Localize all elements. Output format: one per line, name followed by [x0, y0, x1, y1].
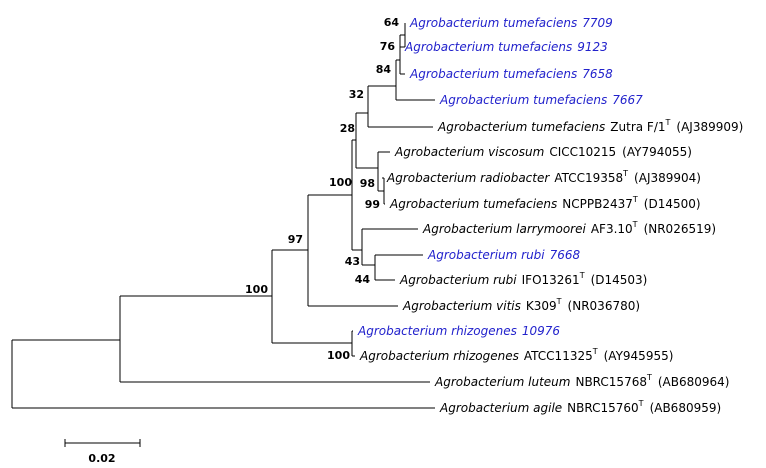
- bootstrap-value: 100: [329, 176, 352, 189]
- strain: AF3.10: [591, 222, 633, 236]
- bootstrap-value: 32: [349, 88, 364, 101]
- strain: Zutra F/1: [610, 120, 665, 134]
- leaf-label: Agrobacterium tumefaciens 7709: [409, 16, 613, 30]
- type-strain-mark: T: [638, 399, 644, 408]
- type-strain-mark: T: [646, 373, 652, 382]
- strain: 9123: [577, 40, 608, 54]
- species-name: Agrobacterium rubi: [427, 248, 545, 262]
- type-strain-mark: T: [632, 195, 638, 204]
- leaf-label: Agrobacterium radiobacter ATCC19358T (AJ38…: [386, 169, 701, 185]
- leaf-label: Agrobacterium tumefaciens 7658: [409, 67, 613, 81]
- strain: ATCC19358: [554, 171, 623, 185]
- leaf-label: Agrobacterium tumefaciens NCPPB2437T (D145…: [389, 195, 701, 211]
- accession: (AJ389904): [634, 171, 701, 185]
- accession: (AY945955): [604, 349, 674, 363]
- species-name: Agrobacterium rhizogenes: [359, 349, 519, 363]
- species-name: Agrobacterium tumefaciens: [389, 197, 557, 211]
- strain: ATCC11325: [524, 349, 593, 363]
- leaf-label: Agrobacterium larrymoorei AF3.10T (NR02651…: [422, 220, 716, 236]
- strain: 7667: [612, 93, 643, 107]
- leaf-label: Agrobacterium rubi IFO13261T (D14503): [399, 271, 647, 287]
- type-strain-mark: T: [592, 347, 598, 356]
- bootstrap-value: 64: [384, 16, 400, 29]
- species-name: Agrobacterium tumefaciens: [409, 67, 577, 81]
- strain: 7658: [582, 67, 613, 81]
- species-name: Agrobacterium radiobacter: [386, 171, 550, 185]
- species-name: Agrobacterium rubi: [399, 273, 517, 287]
- leaf-label: Agrobacterium luteum NBRC15768T (AB680964): [434, 373, 730, 389]
- leaf-label: Agrobacterium rhizogenes ATCC11325T (AY945…: [359, 347, 673, 363]
- species-name: Agrobacterium larrymoorei: [422, 222, 586, 236]
- leaf-label: Agrobacterium rubi 7668: [427, 248, 581, 262]
- leaf-label: Agrobacterium rhizogenes 10976: [357, 324, 560, 338]
- type-strain-mark: T: [579, 271, 585, 280]
- bootstrap-value: 44: [355, 273, 371, 286]
- species-name: Agrobacterium tumefaciens: [439, 93, 607, 107]
- species-name: Agrobacterium vitis: [402, 299, 521, 313]
- accession: (AJ389909): [676, 120, 743, 134]
- bootstrap-value: 76: [380, 40, 396, 53]
- bootstrap-value: 100: [327, 349, 350, 362]
- type-strain-mark: T: [622, 169, 628, 178]
- species-name: Agrobacterium tumefaciens: [437, 120, 605, 134]
- species-name: Agrobacterium viscosum: [394, 145, 544, 159]
- strain: NBRC15768: [575, 375, 647, 389]
- type-strain-mark: T: [632, 220, 638, 229]
- leaf-label: Agrobacterium agile NBRC15760T (AB680959): [439, 399, 721, 415]
- leaf-label: Agrobacterium vitis K309T (NR036780): [402, 297, 640, 313]
- accession: (AB680964): [658, 375, 730, 389]
- leaf-label: Agrobacterium tumefaciens Zutra F/1T (AJ38…: [437, 118, 743, 134]
- species-name: Agrobacterium tumefaciens: [409, 16, 577, 30]
- accession: (NR026519): [644, 222, 717, 236]
- strain: CICC10215: [549, 145, 616, 159]
- strain: NCPPB2437: [562, 197, 633, 211]
- strain: 7668: [550, 248, 581, 262]
- bootstrap-value: 97: [288, 233, 303, 246]
- scale-bar-label: 0.02: [88, 452, 115, 465]
- accession: (AY794055): [622, 145, 692, 159]
- accession: (D14500): [644, 197, 701, 211]
- bootstrap-value: 84: [376, 63, 392, 76]
- leaf-label: Agrobacterium viscosum CICC10215 (AY794055…: [394, 145, 692, 159]
- leaf-label: Agrobacterium tumefaciens 9123: [404, 40, 608, 54]
- type-strain-mark: T: [665, 118, 671, 127]
- species-name: Agrobacterium luteum: [434, 375, 570, 389]
- bootstrap-value: 100: [245, 283, 268, 296]
- accession: (D14503): [591, 273, 648, 287]
- bootstrap-value: 43: [345, 255, 360, 268]
- species-name: Agrobacterium tumefaciens: [404, 40, 572, 54]
- accession: (NR036780): [568, 299, 641, 313]
- leaf-label: Agrobacterium tumefaciens 7667: [439, 93, 643, 107]
- strain: 7709: [582, 16, 613, 30]
- strain: NBRC15760: [567, 401, 639, 415]
- accession: (AB680959): [650, 401, 722, 415]
- type-strain-mark: T: [556, 297, 562, 306]
- strain: 10976: [522, 324, 561, 338]
- bootstrap-value: 99: [365, 198, 380, 211]
- strain: K309: [526, 299, 557, 313]
- strain: IFO13261: [522, 273, 580, 287]
- species-name: Agrobacterium rhizogenes: [357, 324, 517, 338]
- bootstrap-value: 98: [360, 177, 375, 190]
- bootstrap-value: 28: [340, 122, 355, 135]
- species-name: Agrobacterium agile: [439, 401, 562, 415]
